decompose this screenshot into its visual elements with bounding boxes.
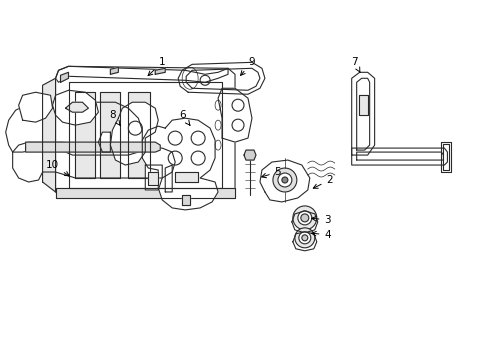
Text: 6: 6 (179, 110, 190, 125)
Circle shape (297, 211, 311, 225)
Polygon shape (100, 92, 120, 178)
Polygon shape (42, 78, 56, 192)
Polygon shape (142, 118, 218, 210)
Polygon shape (52, 90, 98, 125)
Text: 5: 5 (261, 167, 281, 178)
Text: 2: 2 (313, 175, 332, 188)
Polygon shape (56, 188, 235, 198)
Polygon shape (441, 142, 450, 172)
Polygon shape (155, 68, 165, 74)
Text: 7: 7 (351, 57, 360, 73)
Circle shape (301, 235, 307, 241)
Polygon shape (145, 165, 162, 190)
Polygon shape (358, 95, 367, 115)
Polygon shape (75, 92, 95, 178)
Polygon shape (110, 67, 118, 74)
Polygon shape (61, 72, 68, 82)
Polygon shape (98, 132, 110, 152)
Circle shape (272, 168, 296, 192)
Polygon shape (175, 172, 198, 182)
Text: 4: 4 (311, 230, 330, 240)
Polygon shape (56, 66, 235, 198)
Polygon shape (13, 142, 175, 182)
Polygon shape (148, 172, 158, 185)
Text: 3: 3 (311, 215, 330, 225)
Polygon shape (25, 142, 160, 152)
Polygon shape (244, 150, 255, 160)
Circle shape (294, 228, 314, 248)
Circle shape (298, 232, 310, 244)
Polygon shape (218, 88, 251, 142)
Text: 9: 9 (240, 57, 255, 75)
Polygon shape (351, 72, 374, 155)
Circle shape (300, 214, 308, 222)
Text: 8: 8 (109, 110, 120, 125)
Polygon shape (128, 92, 150, 178)
Polygon shape (182, 195, 190, 205)
Polygon shape (65, 102, 88, 112)
Text: 10: 10 (46, 160, 69, 176)
Polygon shape (260, 160, 309, 202)
Polygon shape (6, 102, 142, 155)
Polygon shape (351, 148, 447, 165)
Circle shape (292, 206, 316, 230)
Circle shape (281, 177, 287, 183)
Polygon shape (19, 92, 52, 122)
Circle shape (277, 173, 291, 187)
Polygon shape (178, 62, 264, 94)
Polygon shape (56, 66, 227, 82)
Polygon shape (110, 102, 158, 165)
Text: 1: 1 (148, 57, 165, 76)
